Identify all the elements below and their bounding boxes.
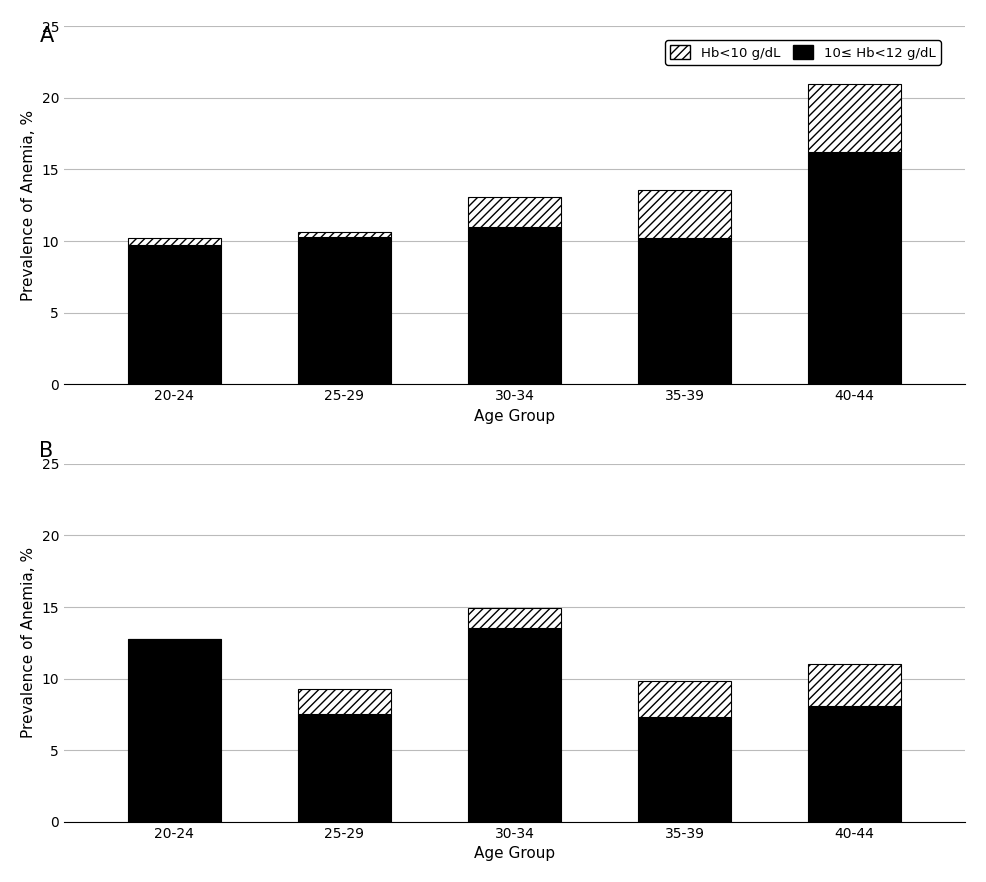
- Bar: [467, 629, 561, 822]
- X-axis label: Age Group: Age Group: [474, 408, 555, 423]
- Text: B: B: [39, 441, 53, 461]
- Y-axis label: Prevalence of Anemia, %: Prevalence of Anemia, %: [21, 109, 35, 301]
- Bar: [467, 197, 561, 227]
- Bar: [298, 236, 391, 385]
- Bar: [638, 238, 732, 385]
- Bar: [808, 84, 901, 153]
- Bar: [298, 233, 391, 236]
- Bar: [467, 227, 561, 385]
- Bar: [638, 190, 732, 238]
- Bar: [638, 682, 732, 717]
- X-axis label: Age Group: Age Group: [474, 846, 555, 861]
- Bar: [638, 717, 732, 822]
- Bar: [298, 714, 391, 822]
- Bar: [127, 245, 221, 385]
- Text: A: A: [39, 26, 53, 47]
- Y-axis label: Prevalence of Anemia, %: Prevalence of Anemia, %: [21, 547, 35, 738]
- Legend: Hb<10 g/dL, 10≤ Hb<12 g/dL: Hb<10 g/dL, 10≤ Hb<12 g/dL: [665, 40, 941, 65]
- Bar: [127, 639, 221, 822]
- Bar: [808, 153, 901, 385]
- Bar: [808, 706, 901, 822]
- Bar: [808, 664, 901, 706]
- Bar: [298, 689, 391, 714]
- Bar: [467, 609, 561, 629]
- Bar: [127, 238, 221, 245]
